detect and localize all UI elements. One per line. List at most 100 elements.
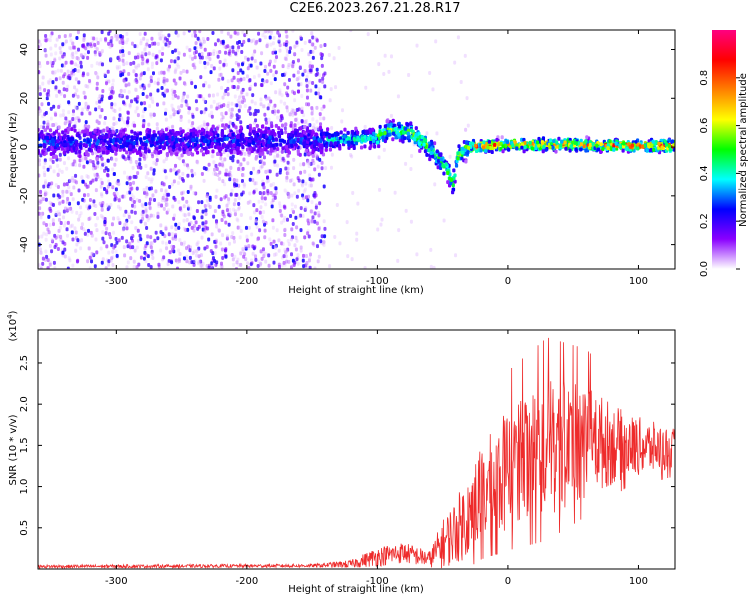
spectrogram-noise-cell (39, 212, 43, 217)
spectrogram-noise-cell (196, 160, 200, 165)
spectrogram-noise-cell (153, 41, 157, 46)
spectrogram-signal-cell (162, 136, 166, 141)
spectrogram-noise-cell (175, 266, 179, 269)
spectrogram-noise-cell (172, 179, 176, 184)
spectrogram-noise-cell (58, 152, 62, 157)
spectrogram-noise-cell (300, 47, 304, 52)
spectrogram-noise-cell (155, 126, 159, 131)
spectrogram-noise-cell (142, 71, 146, 76)
spectrogram-noise-cell (98, 94, 102, 99)
spectrogram-signal-cell (391, 118, 395, 123)
spectrogram-noise-cell (318, 116, 322, 121)
spectrogram-noise-cell (142, 86, 146, 91)
spectrogram-noise-cell (65, 182, 69, 187)
spectrogram-signal-cell (52, 131, 56, 136)
spectrogram-noise-cell (124, 83, 128, 88)
spectrogram-noise-cell (216, 102, 220, 107)
spectrogram-signal-cell (601, 147, 605, 152)
spectrogram-noise-cell (252, 189, 256, 194)
spectrogram-noise-cell (322, 184, 326, 189)
spectrogram-noise-cell (43, 181, 47, 186)
spectrogram-noise-cell (68, 33, 72, 38)
spectrogram-signal-cell (182, 150, 186, 155)
spectrogram-noise-cell (176, 181, 180, 186)
spectrogram-noise-cell (214, 194, 218, 199)
spectrogram-signal-cell (248, 132, 252, 137)
spectrogram-noise-cell (152, 112, 156, 117)
spectrogram-noise-cell (134, 160, 138, 165)
spectrogram-noise-cell (91, 252, 95, 257)
spectrogram-noise-cell (177, 248, 181, 253)
spectrogram-noise-cell (81, 197, 85, 202)
spectrogram-noise-cell (138, 233, 142, 238)
spectrogram-noise-cell (156, 88, 160, 93)
spectrogram-noise-cell (89, 180, 93, 185)
spectrogram-noise-cell (239, 262, 243, 267)
spectrogram-noise-cell (132, 199, 136, 204)
spectrogram-noise-cell (77, 188, 81, 193)
spectrogram-signal-cell (271, 136, 275, 141)
spectrogram-noise-cell (71, 117, 75, 122)
spectrogram-noise-cell (135, 79, 139, 84)
spectrogram-noise-cell (305, 95, 309, 100)
spectrogram-noise-cell (68, 45, 72, 50)
spectrogram-noise-cell (88, 266, 92, 269)
spectrogram-signal-cell (464, 140, 469, 145)
spectrogram-signal-cell (74, 140, 78, 145)
spectrogram-noise-cell (283, 188, 287, 193)
spectrogram-noise-cell (133, 55, 137, 60)
spectrogram-noise-cell (178, 252, 182, 257)
spectrogram-noise-cell (66, 266, 70, 269)
spectrogram-signal-cell (303, 135, 307, 140)
spectrogram-signal-cell (259, 148, 263, 153)
spectrogram-noise-cell (82, 33, 86, 38)
spectrogram-signal-cell (343, 127, 347, 132)
spectrogram-noise-cell (114, 121, 118, 126)
spectrogram-noise-cell (311, 42, 315, 47)
spectrogram-noise-cell (121, 41, 125, 46)
spectrogram-noise-cell (229, 114, 233, 119)
spectrogram-noise-cell (186, 173, 190, 178)
spectrogram-noise-cell (201, 265, 205, 269)
spectrogram-noise-cell (236, 207, 240, 212)
spectrogram-noise-cell (282, 260, 286, 265)
spectrogram-noise-cell (113, 109, 117, 114)
spectrogram-noise-cell (313, 45, 317, 50)
spectrogram-noise-cell (247, 38, 251, 43)
spectrogram-noise-cell (303, 187, 307, 192)
spectrogram-noise-cell (317, 210, 321, 215)
spectrogram-signal-cell (135, 133, 139, 138)
spectrogram-noise-cell (105, 244, 109, 249)
spectrogram-noise-cell (127, 215, 131, 220)
spectrogram-noise-cell (260, 51, 264, 56)
spectrogram-noise-cell (147, 262, 151, 267)
spectrogram-noise-cell (39, 199, 43, 204)
spectrogram-noise-cell (48, 262, 52, 267)
spectrogram-noise-cell (240, 179, 244, 184)
spectrogram-signal-cell (582, 144, 586, 149)
spectrogram-noise-cell (48, 157, 52, 162)
spectrogram-noise-cell (94, 70, 98, 75)
spectrogram-noise-cell (221, 115, 225, 120)
spectrogram-noise-cell (54, 235, 58, 240)
spectrogram-noise-cell (226, 31, 230, 36)
spectrogram-noise-cell (204, 166, 208, 171)
spectrogram-noise-cell (277, 238, 281, 243)
spectrogram-noise-cell (70, 162, 74, 167)
spectrogram-noise-cell (170, 103, 174, 108)
spectrogram-noise-cell (254, 118, 258, 123)
spectrogram-noise-cell (43, 88, 47, 93)
spectrogram-noise-cell (75, 116, 79, 121)
spectrogram-noise-cell (186, 227, 190, 232)
spectrogram-noise-cell (335, 202, 339, 207)
spectrogram-noise-cell (299, 248, 303, 253)
spectrogram-signal-cell (216, 142, 220, 147)
spectrogram-noise-cell (174, 163, 178, 168)
spectrogram-noise-cell (38, 162, 41, 167)
spectrogram-signal-cell (428, 157, 432, 162)
spectrogram-noise-cell (208, 57, 212, 62)
spectrogram-noise-cell (286, 238, 290, 243)
spectrogram-signal-cell (636, 146, 640, 151)
spectrogram-noise-cell (179, 206, 183, 211)
spectrogram-noise-cell (150, 251, 154, 256)
